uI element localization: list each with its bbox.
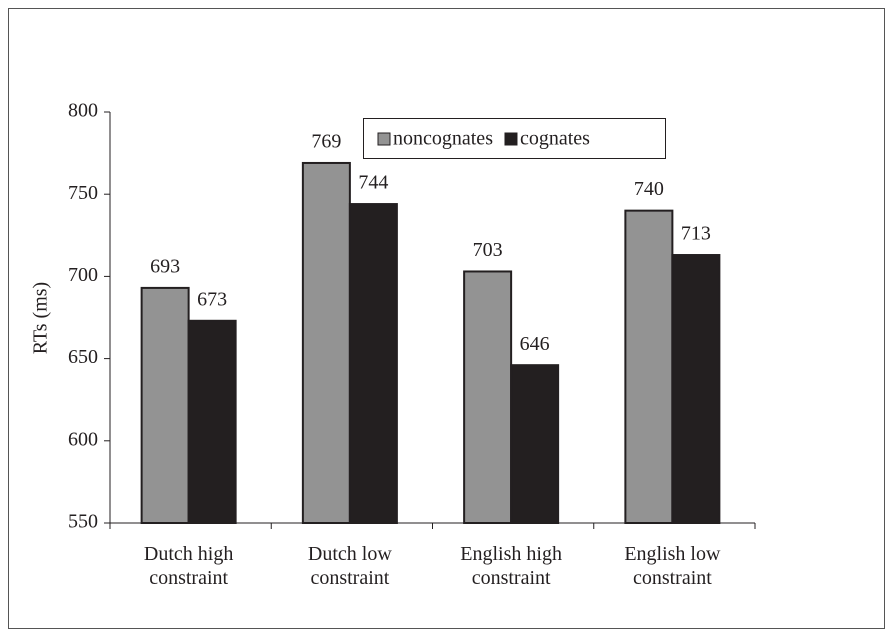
y-tick-label: 800	[68, 100, 98, 122]
frame	[8, 8, 885, 629]
legend-swatch	[504, 132, 518, 146]
value-label: 673	[197, 288, 227, 310]
y-tick-label: 550	[68, 511, 98, 533]
bar	[463, 270, 513, 524]
bar	[510, 364, 560, 524]
x-tick-label: English low constraint	[624, 543, 721, 589]
y-tick-label: 600	[68, 428, 98, 450]
x-tick-label: Dutch low constraint	[307, 543, 392, 589]
legend-label: cognates	[520, 128, 590, 150]
value-label: 740	[634, 178, 664, 200]
y-tick-label: 700	[68, 264, 98, 286]
bar	[671, 254, 721, 524]
bar	[624, 209, 674, 524]
value-label: 744	[358, 172, 388, 194]
value-label: 713	[681, 223, 711, 245]
x-tick-label: Dutch high constraint	[143, 543, 234, 589]
y-tick-label: 750	[68, 182, 98, 204]
value-label: 703	[473, 239, 503, 261]
bar	[140, 286, 190, 524]
value-label: 646	[520, 333, 550, 355]
value-label: 693	[150, 256, 180, 278]
bar	[187, 319, 237, 524]
bar	[301, 161, 351, 525]
y-tick-label: 650	[68, 346, 98, 368]
bar	[348, 203, 398, 524]
y-axis-label: RTs (ms)	[30, 282, 52, 354]
legend-label: noncognates	[393, 128, 493, 150]
value-label: 769	[311, 131, 341, 153]
x-tick-label: English high constraint	[460, 543, 562, 589]
legend-swatch	[377, 132, 391, 146]
